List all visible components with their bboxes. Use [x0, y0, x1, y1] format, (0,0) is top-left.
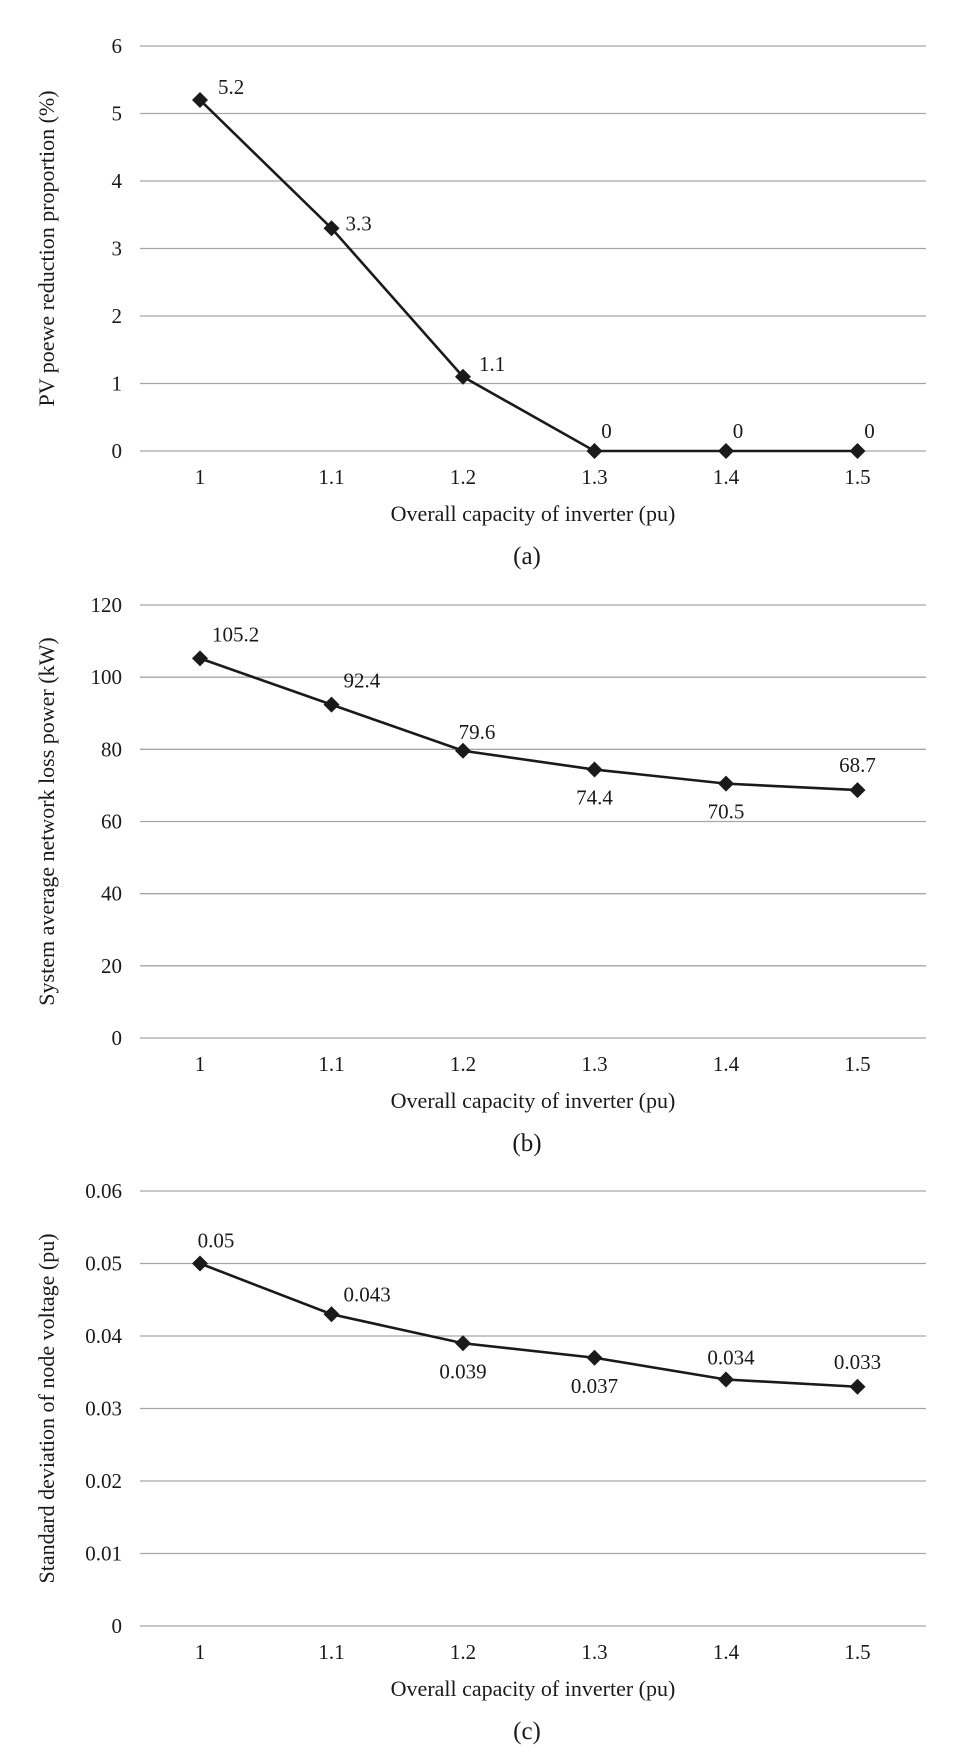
- x-tick-label: 1.1: [318, 465, 344, 489]
- x-tick-label: 1.5: [844, 1052, 870, 1076]
- x-tick-label: 1: [195, 1052, 206, 1076]
- y-tick-label: 1: [112, 372, 123, 396]
- data-label: 0.039: [439, 1359, 486, 1383]
- data-point-marker: [323, 1306, 340, 1323]
- x-tick-label: 1.5: [844, 1640, 870, 1664]
- y-tick-label: 120: [91, 593, 123, 617]
- x-tick-label: 1: [195, 465, 206, 489]
- x-tick-label: 1.2: [450, 1052, 476, 1076]
- y-tick-label: 0: [112, 1614, 123, 1638]
- data-label: 0.05: [198, 1229, 235, 1253]
- data-point-marker: [849, 782, 866, 799]
- y-tick-label: 5: [112, 102, 123, 126]
- y-tick-label: 0.05: [85, 1252, 122, 1276]
- data-label: 0.043: [344, 1282, 391, 1306]
- data-point-marker: [192, 1255, 208, 1272]
- data-label: 3.3: [346, 211, 372, 235]
- y-tick-label: 3: [112, 237, 123, 261]
- y-tick-label: 20: [101, 954, 122, 978]
- x-tick-label: 1.1: [318, 1640, 344, 1664]
- x-tick-label: 1.2: [450, 465, 476, 489]
- data-point-marker: [455, 742, 471, 759]
- series-line: [199, 99, 858, 453]
- data-point-marker: [586, 761, 603, 778]
- panel-caption: (a): [513, 543, 541, 570]
- chart-panel-1: 0 20 40 60 80 100 120 1 1.1 1.2 1.3 1.4 1.5 Overall c…: [34, 593, 926, 1157]
- y-tick-label: 60: [101, 810, 122, 834]
- data-point-marker: [586, 443, 603, 459]
- data-label: 0: [601, 419, 612, 443]
- data-point-marker: [192, 92, 208, 108]
- data-point-marker: [849, 1378, 866, 1395]
- data-point-marker: [718, 443, 734, 459]
- x-axis-title: Overall capacity of inverter (pu): [391, 1676, 676, 1701]
- y-tick-label: 4: [112, 169, 123, 193]
- series-line: [199, 657, 858, 792]
- data-label: 105.2: [212, 622, 259, 646]
- y-tick-label: 0.03: [85, 1397, 122, 1421]
- x-tick-label: 1.3: [581, 1640, 607, 1664]
- data-label: 79.6: [459, 720, 496, 744]
- data-point-marker: [323, 220, 340, 237]
- y-tick-label: 100: [91, 665, 123, 689]
- data-label: 0: [864, 419, 875, 443]
- x-tick-label: 1.2: [450, 1640, 476, 1664]
- x-axis-title: Overall capacity of inverter (pu): [391, 1088, 676, 1113]
- data-label: 74.4: [576, 786, 613, 810]
- x-tick-label: 1.4: [713, 1052, 740, 1076]
- data-point-marker: [192, 650, 208, 667]
- x-tick-label: 1: [195, 1640, 206, 1664]
- data-label: 1.1: [479, 352, 505, 376]
- data-point-marker: [455, 1335, 471, 1352]
- x-tick-label: 1.1: [318, 1052, 344, 1076]
- data-point-marker: [455, 368, 471, 385]
- data-label: 92.4: [344, 669, 381, 693]
- data-label: 0.033: [834, 1350, 881, 1374]
- panel-caption: (c): [513, 1718, 541, 1745]
- data-label: 0.037: [571, 1374, 618, 1398]
- x-axis-title: Overall capacity of inverter (pu): [391, 501, 676, 526]
- panel-caption: (b): [512, 1130, 541, 1157]
- chart-panel-2: 0 0.01 0.02 0.03 0.04 0.05 0.06 1 1.1 1.2 1.3 1.4 1.…: [34, 1179, 926, 1745]
- data-point-marker: [718, 1371, 734, 1388]
- data-label: 5.2: [218, 75, 244, 99]
- data-label: 0: [733, 419, 744, 443]
- data-label: 0.034: [707, 1346, 755, 1370]
- x-tick-label: 1.3: [581, 465, 607, 489]
- y-tick-label: 0.04: [85, 1324, 122, 1348]
- x-tick-label: 1.4: [713, 1640, 740, 1664]
- data-point-marker: [323, 696, 340, 713]
- y-tick-label: 0: [112, 1026, 123, 1050]
- y-axis-title: System average network loss power (kW): [34, 637, 59, 1005]
- y-tick-label: 0.06: [85, 1179, 122, 1203]
- data-point-marker: [586, 1349, 603, 1366]
- y-tick-label: 40: [101, 882, 122, 906]
- x-tick-label: 1.4: [713, 465, 740, 489]
- y-tick-label: 80: [101, 737, 122, 761]
- data-label: 70.5: [708, 800, 745, 824]
- series-line: [199, 1262, 858, 1389]
- y-tick-label: 0.01: [85, 1542, 122, 1566]
- y-tick-label: 0: [112, 439, 123, 463]
- chart-panel-0: 0 1 2 3 4 5 6 1 1.1 1.2 1.3 1.4 1.5 Overall capacity …: [34, 34, 926, 570]
- y-axis-title: PV poewe reduction proportion (%): [34, 90, 59, 406]
- data-label: 68.7: [839, 753, 876, 777]
- x-tick-label: 1.3: [581, 1052, 607, 1076]
- x-tick-label: 1.5: [844, 465, 870, 489]
- y-axis-title: Standard deviation of node voltage (pu): [34, 1233, 59, 1583]
- data-point-marker: [849, 443, 866, 459]
- y-tick-label: 2: [112, 304, 123, 328]
- y-tick-label: 0.02: [85, 1469, 122, 1493]
- y-tick-label: 6: [112, 34, 123, 58]
- data-point-marker: [718, 775, 734, 792]
